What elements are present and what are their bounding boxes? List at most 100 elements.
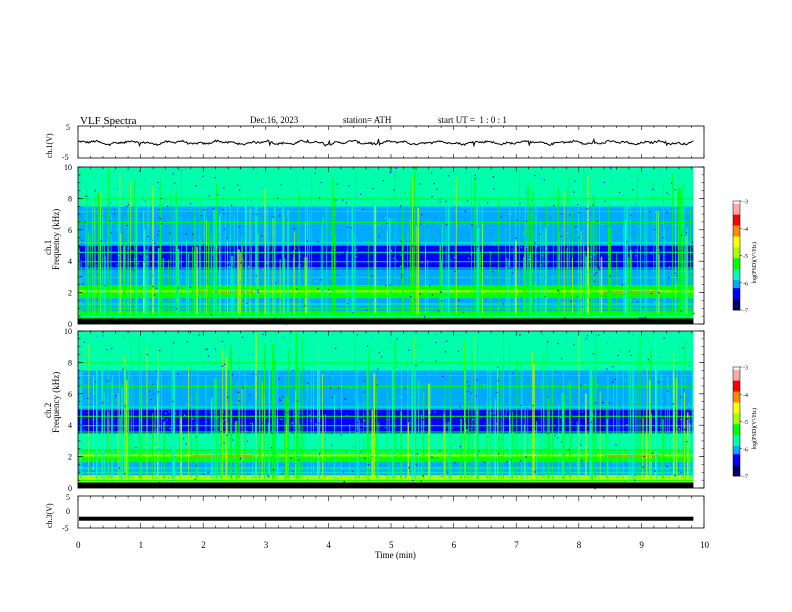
ch2-spec-speckle [303,459,305,461]
ch2-spec-speckle [404,439,406,441]
ch2-spec-speckle [149,382,151,384]
ch1-spec-sferic [587,247,590,315]
ch1-spec-speckle [438,283,441,285]
ch1-spec-speckle [445,223,448,226]
ch2-spec-speckle [552,473,554,475]
ch1-spec-speckle [234,257,236,259]
ch2-spec-speckle [429,414,431,416]
ch1-spec-sferic [188,253,189,315]
ch2-spec-speckle [116,399,118,401]
ch1-spec-speckle [311,269,314,271]
ch2-spec-speckle [341,426,343,428]
ch2-colorbar-cell [733,394,740,398]
ch2-spec-speckle [631,375,633,377]
ch1-spec-sferic [215,210,217,315]
ch1-spec-speckle [133,197,135,199]
ch2-spec-speckle [271,430,273,432]
ch2-spec-speckle [470,428,472,430]
ch2-spec-sferic [692,332,693,479]
ch1-spec-speckle [273,266,275,268]
ch1-spec-speckle [559,249,561,252]
ch1-spec-sferic [99,216,101,315]
ch2-spec-speckle [379,451,381,453]
ch1-spec-speckle [647,186,649,188]
ch1-spec-speckle [246,211,248,213]
ch1-spec-speckle [464,309,466,311]
ch2-spec-band [78,354,694,358]
ch1-spec-speckle [256,172,258,174]
ch2-spec-speckle [562,399,565,401]
ch2-spec-speckle [563,364,565,366]
ch2-spec-sferic [394,341,396,479]
ch2-spec-speckle [360,428,362,431]
ch2-spec-speckle [432,460,434,462]
ch2-spec-speckle [255,374,257,376]
ch2-spec-speckle [477,453,479,455]
ch2-spec-band [78,365,694,368]
ch2-spec-speckle [606,368,608,370]
ch2-spec-speckle [340,410,342,412]
ch2-spec-speckle [482,349,484,351]
ch2-spec-speckle [364,457,366,459]
ch1-spec-speckle [360,193,362,195]
ch2-spec-speckle [517,438,519,440]
ch1-spec-speckle [534,175,536,177]
ch1-spec-speckle [286,188,288,190]
ch2-spec-speckle [608,398,610,400]
ch1-spec-sferic [478,197,480,315]
ch1-spec-speckle [315,280,317,282]
ch2-spec-speckle [568,449,570,451]
ch2-spec-speckle [626,424,628,426]
ch1-spec-speckle [638,226,640,228]
ch1-spec-speckle [609,317,611,319]
ch1-spec-speckle [119,197,121,199]
ch2-spec-speckle [106,331,108,333]
ch1-spec-speckle [203,211,206,213]
ch2-spec-speckle [338,465,340,467]
ch1-spec-speckle [560,235,562,238]
ch1-spec-speckle [668,298,670,300]
ch2-spec-speckle [558,452,560,454]
ch2-spec-speckle [385,427,387,429]
ch2-spec-speckle [357,421,359,424]
ch1-spec-sferic [561,227,563,315]
ch1-spec-speckle [593,280,596,283]
ch2-spec-band [78,469,694,473]
ch2-spec-sferic [662,419,664,479]
ch2-spec-speckle [270,447,273,449]
ch2-spec-speckle [162,358,164,360]
ch2-spec-ytick-label: 4 [68,421,72,430]
ch2-spec-speckle [512,432,514,434]
ch2-spec-band [78,383,694,387]
ch2-spec-speckle [292,350,294,352]
ch2-spec-speckle [190,428,192,431]
ch1-spec-speckle [672,277,674,279]
ch2-spec-speckle [674,412,676,414]
ch1-spec-speckle [477,316,479,318]
ch2-spec-speckle [252,373,254,375]
ch2-spec-speckle [497,380,499,382]
ch1-colorbar-cell [733,220,740,224]
ch1-spec-speckle [185,233,187,235]
ch2-spec-sferic [450,409,452,479]
ch2-spec-sferic [622,345,624,479]
ch2-spec-speckle [692,333,694,335]
ch1-spec-sferic [231,255,233,315]
ch2-spec-speckle [291,436,293,438]
ch2-spec-speckle [264,359,266,361]
ch2-spec-speckle [172,354,174,356]
ch2-spec-speckle [459,478,461,480]
ch2-spec-speckle [363,380,366,382]
ch2-spec-speckle [417,345,420,347]
ch1-spec-speckle [202,214,204,217]
ch2-spec-speckle [483,461,485,463]
ch1-spec-speckle [389,284,391,286]
ch1-spec-speckle [495,295,497,297]
ch1-spec-speckle [387,224,389,227]
ch2-spec-sferic [285,424,287,479]
ch2-spec-band [78,372,694,376]
ch2-spec-sferic [546,339,548,479]
ch2-spec-band [78,341,694,345]
